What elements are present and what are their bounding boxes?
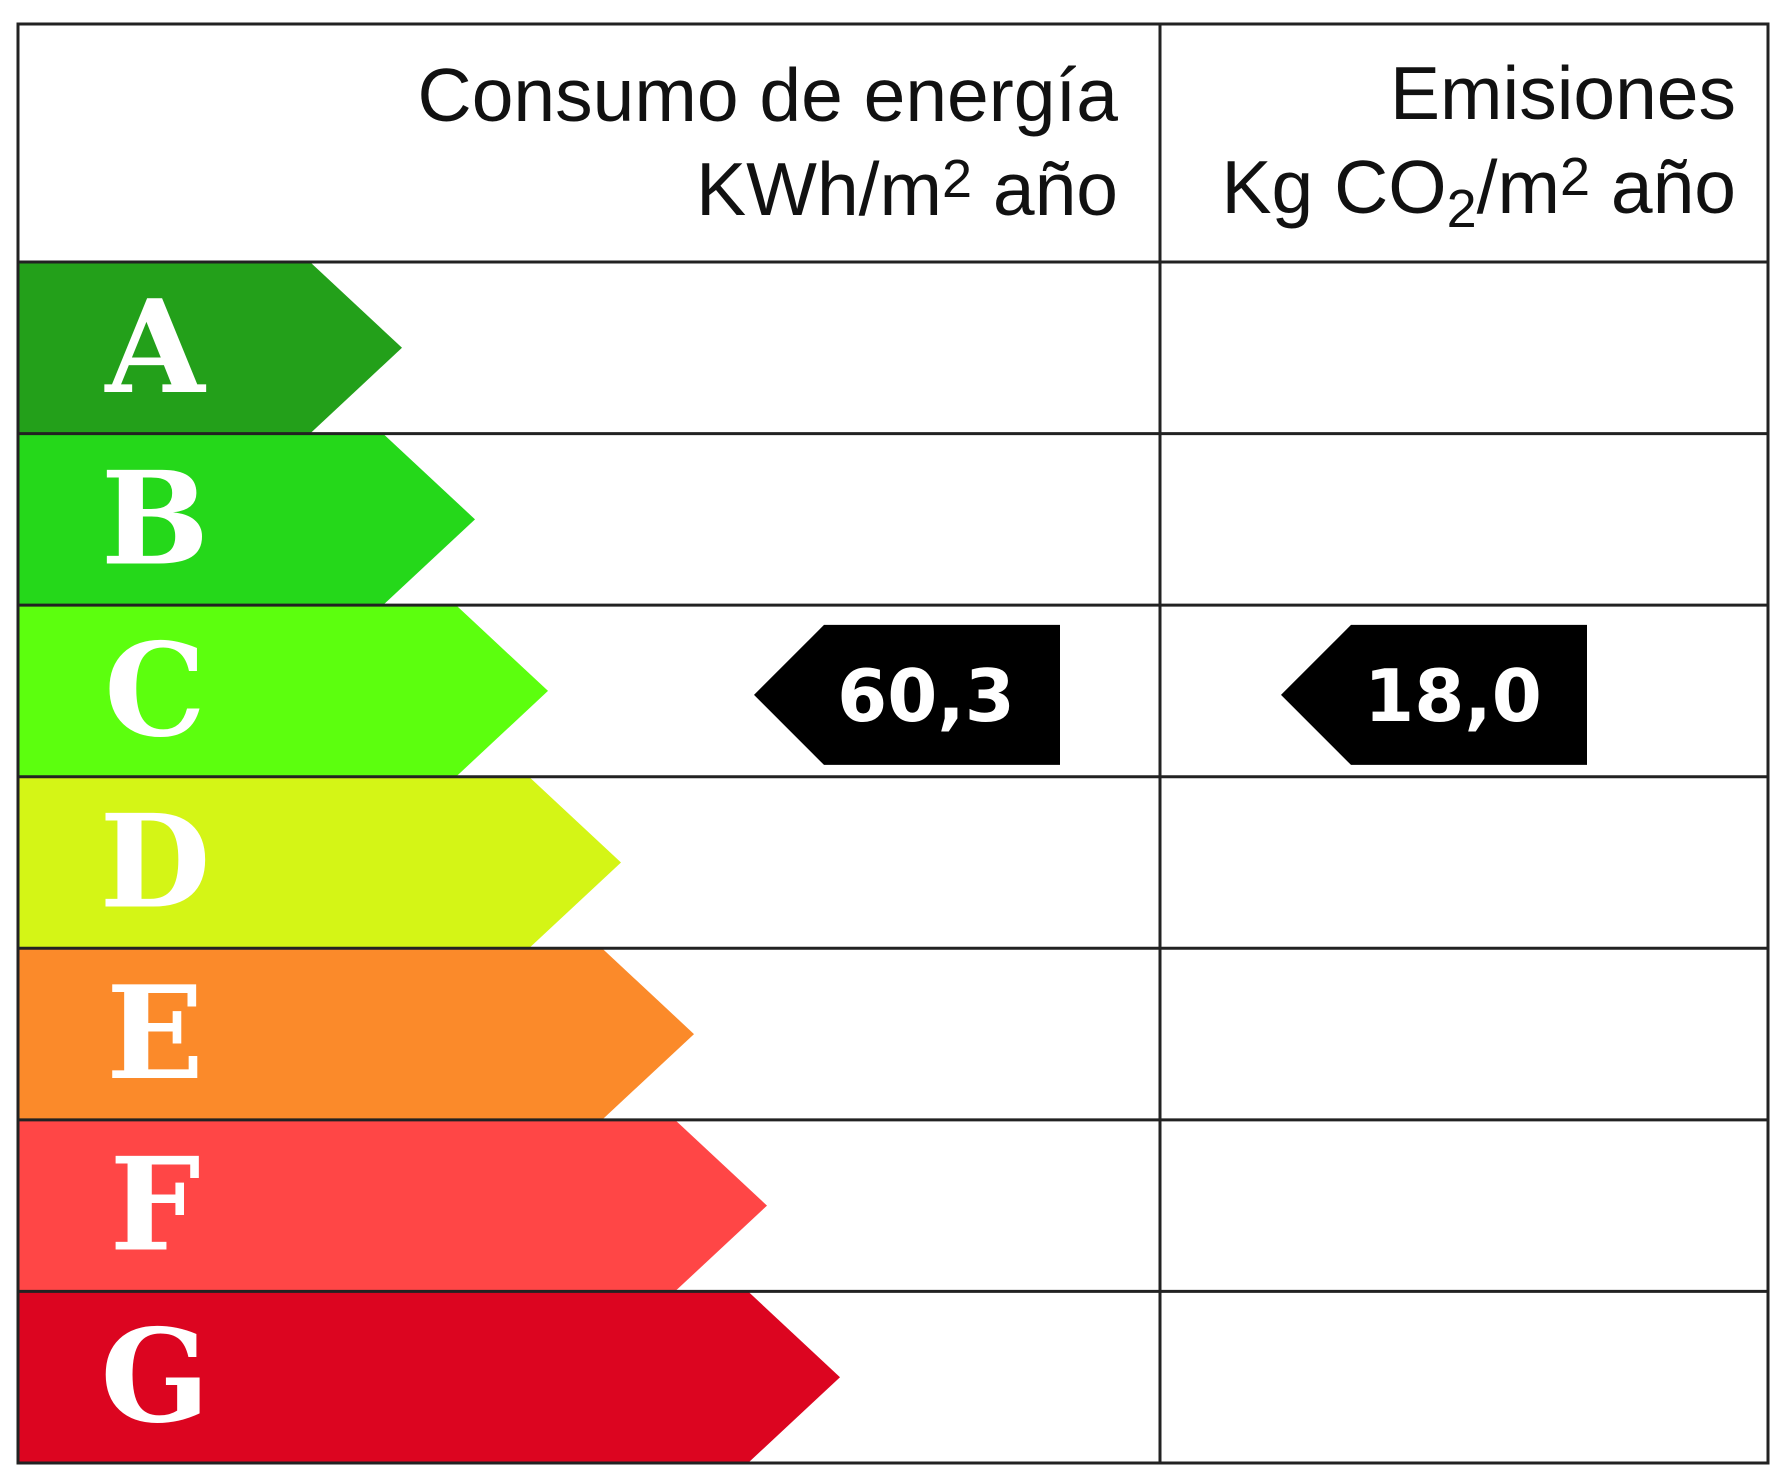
rating-letter-f: F [110,1131,201,1281]
table-border [16,22,1770,1465]
rating-band-f [18,1119,767,1292]
emissions-indicator-arrow [1281,624,1587,765]
rating-letter-c: C [104,616,206,766]
emissions-indicator-value: 18,0 [1364,654,1542,738]
rating-letter-g: G [100,1302,209,1452]
rating-letter-e: E [106,959,204,1109]
rating-band-c [18,605,548,777]
energy-indicator-arrow [754,624,1060,765]
rating-band-g [18,1291,840,1463]
rating-letter-d: D [100,788,211,938]
emissions-unit: Kg CO2/m2 año [1222,145,1736,239]
rating-letter-b: B [101,444,209,594]
energy-indicator-value: 60,3 [837,654,1015,738]
rating-band-a [18,262,402,434]
energy-title: Consumo de energía [418,53,1119,137]
rating-band-d [18,776,621,949]
emissions-title: Emisiones [1390,51,1736,135]
rating-band-b [18,433,475,606]
indicators: 60,3 18,0 [754,624,1587,765]
energy-unit: KWh/m2 año [696,147,1118,231]
table-grid [16,22,1770,1465]
rating-band-e [18,948,694,1120]
rating-letter-a: A [104,273,206,423]
